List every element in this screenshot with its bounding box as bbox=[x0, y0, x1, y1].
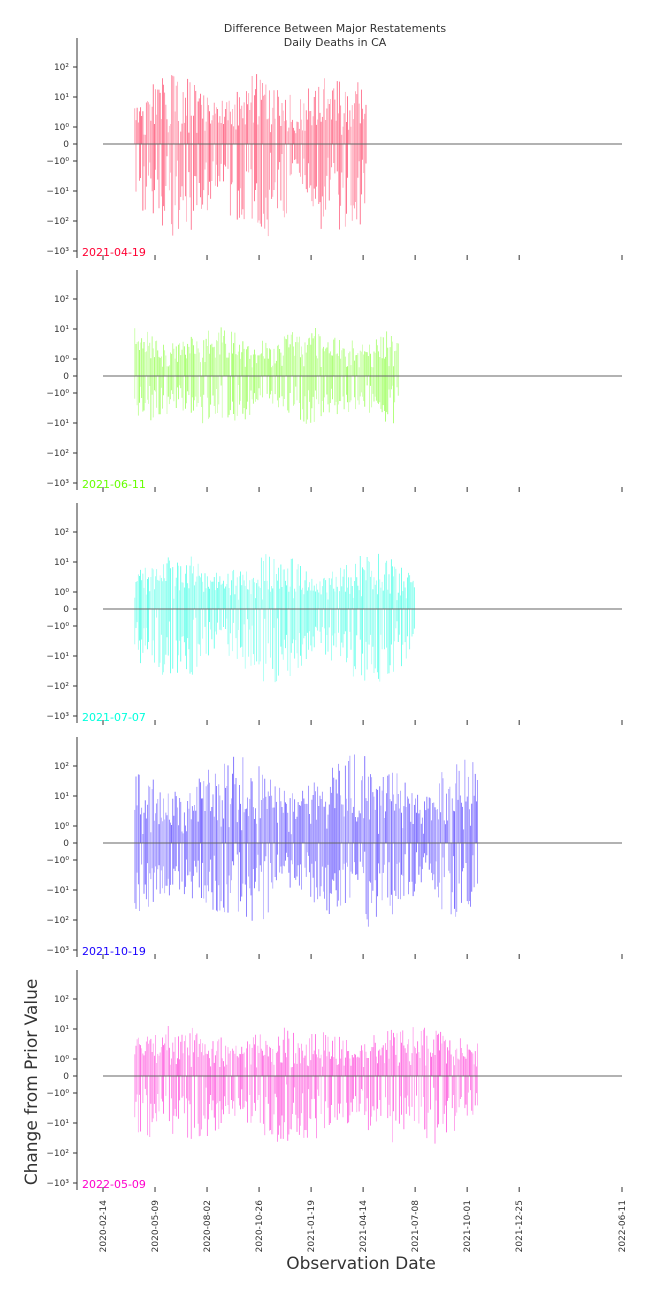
panel-label: 2022-05-09 bbox=[82, 1178, 146, 1191]
panel-label: 2021-06-11 bbox=[82, 478, 146, 491]
y-tick-label: −10¹ bbox=[46, 419, 69, 429]
panel-label: 2021-07-07 bbox=[82, 711, 146, 724]
y-tick-label: −10¹ bbox=[46, 187, 69, 197]
y-tick-label: 10² bbox=[54, 762, 69, 772]
y-tick-label: −10⁰ bbox=[46, 856, 69, 866]
y-tick-label: 0 bbox=[63, 605, 69, 615]
y-tick-label: 10⁰ bbox=[54, 1055, 69, 1065]
y-tick-label: 10¹ bbox=[54, 1025, 69, 1035]
y-tick-label: −10² bbox=[46, 449, 69, 459]
y-tick-label: 10² bbox=[54, 63, 69, 73]
x-tick-label: 2021-04-14 bbox=[359, 1200, 369, 1253]
y-tick-label: 0 bbox=[63, 1072, 69, 1082]
x-axis-label: Observation Date bbox=[286, 1254, 436, 1274]
x-tick-label: 2020-02-14 bbox=[99, 1200, 109, 1253]
y-tick-label: −10¹ bbox=[46, 1119, 69, 1129]
y-tick-label: −10⁰ bbox=[46, 389, 69, 399]
bars-2021-07-07 bbox=[134, 553, 415, 683]
y-axis-label: Change from Prior Value bbox=[22, 979, 42, 1186]
y-tick-label: −10¹ bbox=[46, 886, 69, 896]
x-tick-label: 2021-07-08 bbox=[411, 1200, 421, 1253]
panel-label: 2021-04-19 bbox=[82, 246, 146, 259]
y-tick-label: 10² bbox=[54, 295, 69, 305]
x-tick-label: 2021-10-01 bbox=[463, 1200, 473, 1252]
y-tick-label: 10⁰ bbox=[54, 588, 69, 598]
y-tick-label: −10³ bbox=[46, 712, 69, 722]
x-tick-label: 2020-05-09 bbox=[151, 1200, 161, 1253]
y-tick-label: 10⁰ bbox=[54, 355, 69, 365]
x-tick-label: 2021-01-19 bbox=[307, 1200, 317, 1253]
y-tick-label: 0 bbox=[63, 140, 69, 150]
y-tick-label: −10³ bbox=[46, 1179, 69, 1189]
y-tick-label: 0 bbox=[63, 839, 69, 849]
x-tick-label: 2022-06-11 bbox=[618, 1200, 628, 1252]
chart-title-line2: Daily Deaths in CA bbox=[284, 36, 387, 49]
panel-label: 2021-10-19 bbox=[82, 945, 146, 958]
bars-2021-06-11 bbox=[134, 327, 399, 424]
panel-5: 10² 10¹ 10⁰ 0 −10⁰ −10¹ −10² −10³ 2022-05-09 bbox=[46, 970, 623, 1192]
y-tick-label: 10¹ bbox=[54, 325, 69, 335]
y-tick-label: −10² bbox=[46, 217, 69, 227]
panel-1: 10² 10¹ 10⁰ 0 −10⁰ −10¹ −10² −10³ 2021-04-19 bbox=[46, 38, 623, 260]
y-tick-label: −10² bbox=[46, 1149, 69, 1159]
chart-title-line1: Difference Between Major Restatements bbox=[224, 22, 446, 35]
y-tick-label: −10² bbox=[46, 682, 69, 692]
y-tick-label: −10¹ bbox=[46, 652, 69, 662]
y-tick-label: 10¹ bbox=[54, 792, 69, 802]
y-tick-label: 10² bbox=[54, 995, 69, 1005]
y-tick-label: 10⁰ bbox=[54, 123, 69, 133]
y-tick-label: 10¹ bbox=[54, 558, 69, 568]
y-tick-label: −10³ bbox=[46, 479, 69, 489]
y-tick-label: 0 bbox=[63, 372, 69, 382]
panel-2: 10² 10¹ 10⁰ 0 −10⁰ −10¹ −10² −10³ 2021-06-11 bbox=[46, 270, 623, 492]
bars-2021-04-19 bbox=[134, 74, 367, 237]
y-tick-label: 10² bbox=[54, 528, 69, 538]
y-tick-label: −10³ bbox=[46, 247, 69, 257]
y-tick-label: −10⁰ bbox=[46, 1089, 69, 1099]
bars-2022-05-09 bbox=[134, 1026, 478, 1144]
panel-3: 10² 10¹ 10⁰ 0 −10⁰ −10¹ −10² −10³ 2021-07-07 bbox=[46, 503, 623, 725]
x-axis: 2020-02-14 2020-05-09 2020-08-02 2020-10-26… bbox=[99, 1200, 628, 1253]
y-tick-label: −10³ bbox=[46, 946, 69, 956]
y-tick-label: −10⁰ bbox=[46, 157, 69, 167]
y-tick-label: 10¹ bbox=[54, 93, 69, 103]
x-tick-label: 2020-10-26 bbox=[255, 1200, 265, 1253]
x-tick-label: 2020-08-02 bbox=[203, 1200, 213, 1252]
y-tick-label: −10⁰ bbox=[46, 622, 69, 632]
x-tick-label: 2021-12-25 bbox=[515, 1200, 525, 1252]
panel-4: 10² 10¹ 10⁰ 0 −10⁰ −10¹ −10² −10³ 2021-10-19 bbox=[46, 737, 623, 959]
y-tick-label: −10² bbox=[46, 916, 69, 926]
bars-2021-10-19 bbox=[134, 754, 478, 927]
y-tick-label: 10⁰ bbox=[54, 822, 69, 832]
